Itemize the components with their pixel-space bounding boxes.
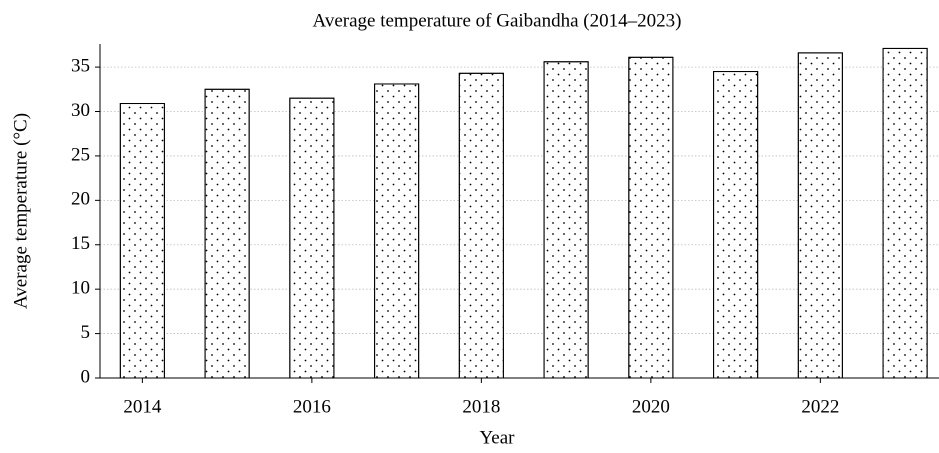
bar-hatch [374,83,420,379]
bar-hatch [543,61,589,379]
y-axis-label: Average temperature (°C) [10,113,31,309]
y-tick-label: 35 [71,55,90,76]
y-tick-label: 15 [71,233,90,254]
x-tick-label: 2022 [801,396,839,417]
chart-title: Average temperature of Gaibandha (2014–2… [313,10,682,31]
x-tick-label: 2018 [462,396,500,417]
y-tick-label: 25 [71,144,90,165]
x-tick-label: 2016 [293,396,331,417]
y-tick-label: 10 [71,278,90,299]
bar-hatch [797,52,843,379]
y-tick-label: 30 [71,100,90,121]
bar-hatch [628,56,674,379]
bar-hatch [119,103,165,379]
bar-hatch [204,88,250,379]
bar-hatch [458,72,504,379]
bar-hatch [289,97,335,379]
x-axis-label: Year [479,427,515,448]
x-tick-label: 2014 [123,396,162,417]
y-tick-label: 5 [81,322,91,343]
bar-hatch [882,47,928,379]
bar-hatch [713,71,759,379]
x-tick-label: 2020 [632,396,670,417]
y-tick-label: 20 [71,189,90,210]
y-tick-label: 0 [81,366,91,387]
